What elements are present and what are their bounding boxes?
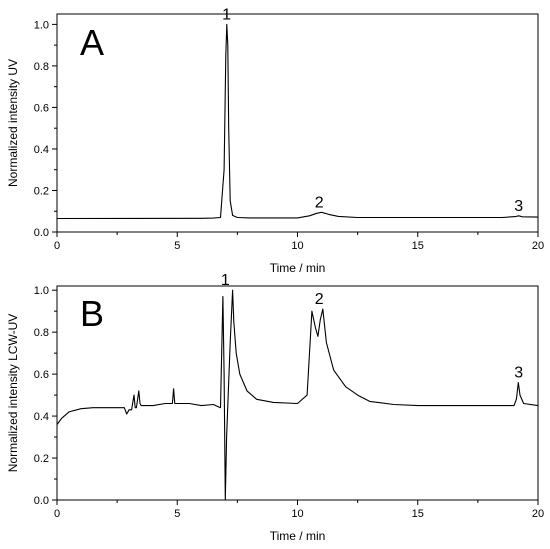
peak-label: 1 <box>221 272 230 289</box>
x-tick-label: 20 <box>532 508 544 520</box>
peak-label: 3 <box>514 365 523 382</box>
series-line <box>56 23 539 220</box>
y-tick-label: 0.8 <box>34 327 49 339</box>
y-tick-label: 0.6 <box>34 369 49 381</box>
peak-label: 2 <box>315 194 324 211</box>
x-tick-label: 10 <box>291 240 303 252</box>
y-tick-label: 0.8 <box>34 61 49 73</box>
peak-label: 3 <box>514 198 523 215</box>
y-tick-label: 0.4 <box>34 411 49 423</box>
x-tick-label: 20 <box>532 240 544 252</box>
panel-b: 0 5 10 15 20 0.0 0.2 0.4 0.6 0.8 1.0 Time / min Norm… <box>6 272 544 543</box>
y-tick-label: 0.2 <box>34 185 49 197</box>
y-tick-label: 0.0 <box>34 495 49 507</box>
series-line <box>56 289 539 501</box>
y-tick-label: 0.6 <box>34 102 49 114</box>
x-tick-label: 5 <box>174 508 180 520</box>
y-tick-label: 0.4 <box>34 144 49 156</box>
y-tick-label: 0.0 <box>34 227 49 239</box>
y-axis-title: Normalized intensity LCW-UV <box>6 314 20 473</box>
plot-frame <box>56 285 539 501</box>
y-tick-label: 1.0 <box>34 285 49 297</box>
panel-label: B <box>80 293 104 334</box>
panel-label: A <box>80 22 104 63</box>
x-tick-label: 10 <box>291 508 303 520</box>
panel-a: 0 5 10 15 20 0.0 0.2 0.4 0.6 0.8 1.0 Time / min Norm… <box>6 6 544 275</box>
x-tick-label: 5 <box>174 240 180 252</box>
x-tick-label: 15 <box>412 240 424 252</box>
peak-label: 1 <box>222 6 231 23</box>
x-axis-title: Time / min <box>270 529 326 543</box>
peak-label: 2 <box>315 291 324 308</box>
y-tick-label: 1.0 <box>34 19 49 31</box>
x-tick-label: 0 <box>54 508 60 520</box>
x-axis-title: Time / min <box>270 261 326 275</box>
x-tick-label: 15 <box>412 508 424 520</box>
plot-frame <box>56 13 539 233</box>
y-tick-label: 0.2 <box>34 453 49 465</box>
x-tick-label: 0 <box>54 240 60 252</box>
y-axis-title: Normalized intensity UV <box>6 59 20 187</box>
